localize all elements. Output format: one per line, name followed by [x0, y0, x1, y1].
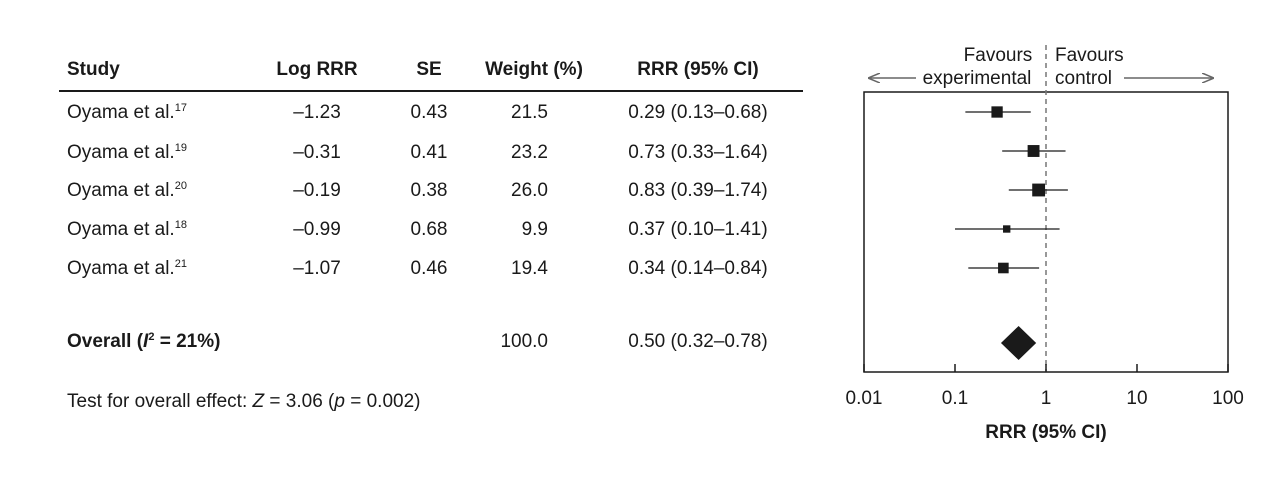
- overall-weight: 100.0: [500, 331, 548, 352]
- study-point-square: [998, 262, 1009, 274]
- favours-control-line1: Favours: [1055, 45, 1124, 66]
- row-log-rrr: –0.19: [293, 180, 341, 201]
- row-weight: 23.2: [511, 142, 548, 163]
- test-prefix: Test for overall effect:: [67, 391, 253, 412]
- test-z-symbol: Z: [252, 391, 265, 412]
- study-reference: 18: [174, 219, 187, 231]
- overall-label-prefix: Overall (: [67, 331, 144, 352]
- study-point-square: [1027, 145, 1040, 157]
- row-se: 0.68: [410, 219, 448, 240]
- row-weight: 19.4: [511, 258, 548, 279]
- header-rrr-ci: RRR (95% CI): [637, 59, 759, 80]
- row-se: 0.46: [410, 258, 448, 279]
- study-name: Oyama et al.: [67, 142, 175, 163]
- test-p-symbol: p: [334, 391, 345, 412]
- test-suffix: = 0.002): [344, 391, 421, 412]
- row-study: Oyama et al.18: [67, 219, 187, 241]
- overall-diamond: [1000, 326, 1037, 360]
- study-reference: 19: [174, 142, 187, 154]
- row-se: 0.43: [410, 102, 448, 123]
- overall-label: Overall (I2 = 21%): [67, 331, 220, 353]
- row-rrr-ci: 0.37 (0.10–1.41): [628, 219, 768, 240]
- study-point-square: [991, 106, 1003, 118]
- overall-i-symbol: I: [143, 331, 149, 352]
- header-se: SE: [416, 59, 442, 80]
- row-study: Oyama et al.20: [67, 180, 187, 202]
- study-reference: 20: [174, 180, 187, 192]
- row-log-rrr: –0.99: [293, 219, 341, 240]
- row-weight: 9.9: [521, 219, 548, 240]
- row-rrr-ci: 0.29 (0.13–0.68): [628, 102, 768, 123]
- study-point-square: [1003, 225, 1011, 233]
- study-name: Oyama et al.: [67, 258, 175, 279]
- favours-experimental-line2: experimental: [923, 68, 1032, 89]
- row-rrr-ci: 0.73 (0.33–1.64): [628, 142, 768, 163]
- study-name: Oyama et al.: [67, 180, 175, 201]
- study-name: Oyama et al.: [67, 102, 175, 123]
- x-axis-label: RRR (95% CI): [985, 422, 1106, 443]
- study-name: Oyama et al.: [67, 219, 175, 240]
- header-study: Study: [67, 59, 120, 80]
- x-tick-label: 0.1: [942, 388, 968, 409]
- x-tick-label: 0.01: [846, 388, 883, 409]
- row-log-rrr: –0.31: [293, 142, 341, 163]
- row-weight: 26.0: [511, 180, 548, 201]
- row-study: Oyama et al.17: [67, 102, 187, 124]
- row-study: Oyama et al.19: [67, 142, 187, 164]
- study-point-square: [1032, 183, 1046, 197]
- row-se: 0.41: [410, 142, 448, 163]
- plot-frame: [863, 91, 1229, 373]
- row-rrr-ci: 0.83 (0.39–1.74): [628, 180, 768, 201]
- row-log-rrr: –1.07: [293, 258, 341, 279]
- header-log-rrr: Log RRR: [276, 59, 358, 80]
- overall-rrr-ci: 0.50 (0.32–0.78): [628, 331, 768, 352]
- x-tick-label: 100: [1212, 388, 1244, 409]
- study-reference: 21: [174, 258, 187, 270]
- header-weight: Weight (%): [485, 59, 583, 80]
- header-rule: [59, 90, 803, 92]
- study-reference: 17: [174, 102, 187, 114]
- row-se: 0.38: [410, 180, 448, 201]
- row-weight: 21.5: [511, 102, 548, 123]
- x-tick-label: 10: [1126, 388, 1147, 409]
- overall-effect-test: Test for overall effect: Z = 3.06 (p = 0…: [67, 391, 420, 413]
- overall-i-superscript: 2: [148, 331, 155, 343]
- row-rrr-ci: 0.34 (0.14–0.84): [628, 258, 768, 279]
- favours-experimental-line1: Favours: [964, 45, 1033, 66]
- x-tick-label: 1: [1041, 388, 1052, 409]
- overall-label-suffix: = 21%): [154, 331, 221, 352]
- row-log-rrr: –1.23: [293, 102, 341, 123]
- row-study: Oyama et al.21: [67, 258, 187, 280]
- test-mid: = 3.06 (: [264, 391, 335, 412]
- favours-control-line2: control: [1055, 68, 1112, 89]
